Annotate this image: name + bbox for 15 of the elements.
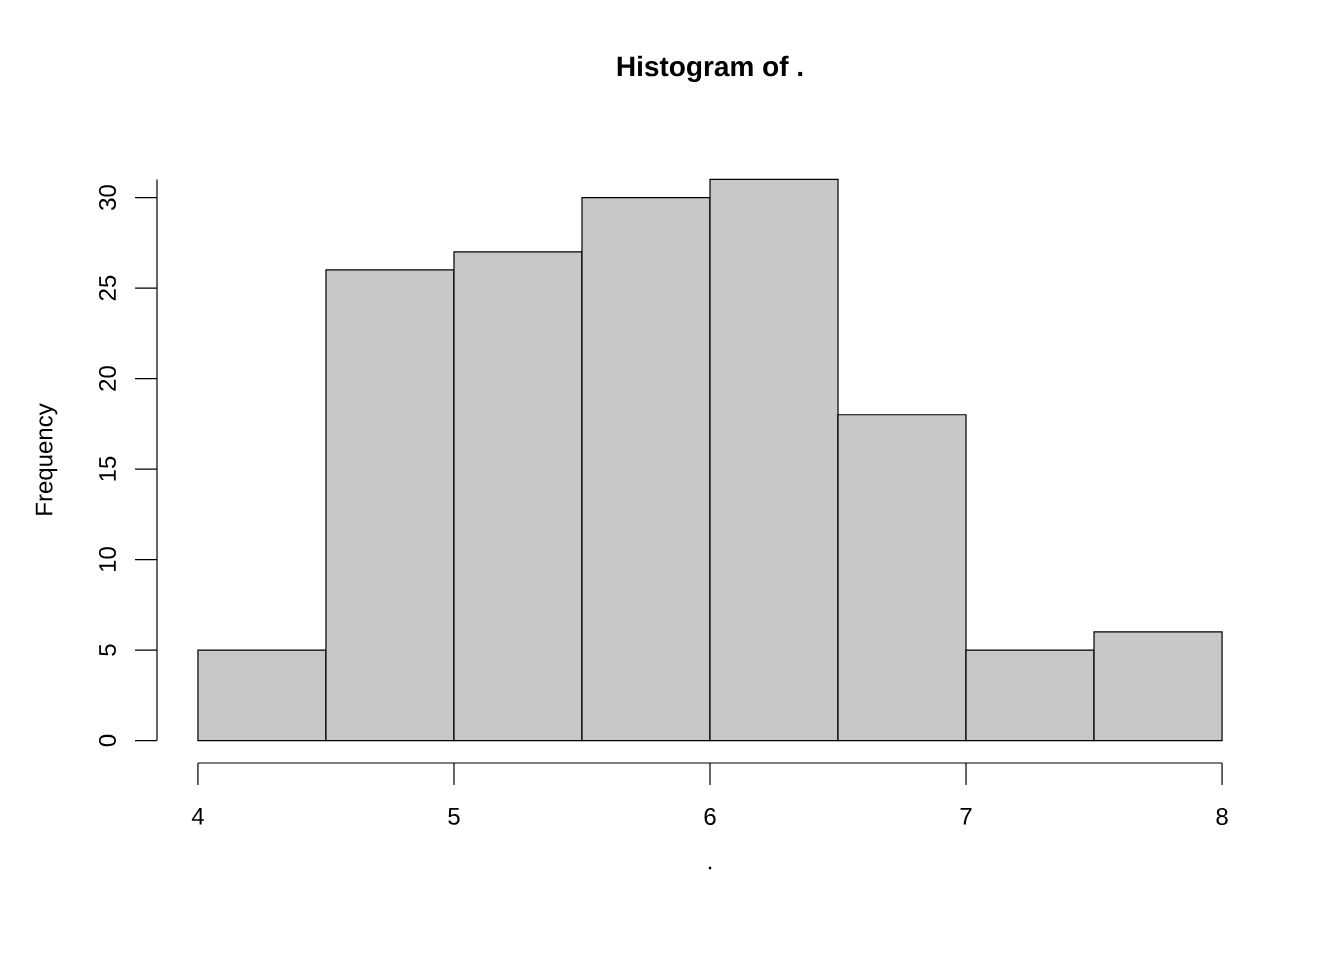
y-tick-label: 5 [99,644,116,656]
y-tick-label: 30 [98,185,116,210]
y-tick-label: 25 [98,275,116,301]
x-tick-label: 8 [1216,808,1228,826]
y-tick-label: 15 [99,456,116,481]
x-tick-label: 5 [448,808,460,825]
y-axis-title: Frequency [35,403,58,515]
x-axis-title: . [708,866,712,870]
chart-title: Histogram of . [617,55,803,82]
y-tick-label: 20 [98,366,116,391]
x-tick-label: 7 [960,808,972,825]
y-tick-label: 10 [98,547,116,572]
x-tick-label: 4 [191,808,204,825]
x-tick-label: 6 [704,808,716,826]
y-tick-label: 0 [98,734,116,747]
